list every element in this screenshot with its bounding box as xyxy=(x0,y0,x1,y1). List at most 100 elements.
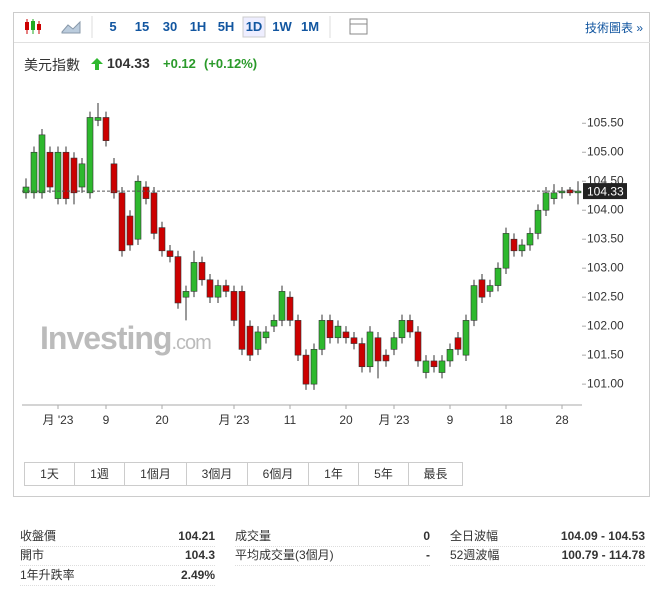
selected-interval xyxy=(242,16,266,38)
stat-value: 104.09 - 104.53 xyxy=(560,529,645,543)
candle-body xyxy=(230,291,238,321)
candle-body xyxy=(134,180,142,240)
price: 104.33 xyxy=(107,55,150,71)
stat-label: 1年升跌率 xyxy=(20,568,75,582)
interval-button[interactable]: 1H xyxy=(189,19,207,34)
y-tick-label: 103.00 xyxy=(587,260,624,274)
divider xyxy=(14,42,650,43)
candle-body xyxy=(62,151,70,199)
candle-body xyxy=(174,256,182,304)
x-tick-label: 月 '23 xyxy=(43,413,74,427)
candle-body xyxy=(86,117,94,194)
candle-body xyxy=(38,134,46,194)
interval-button[interactable]: 5H xyxy=(217,19,235,34)
up-arrow xyxy=(91,58,103,70)
candle-body xyxy=(206,279,214,298)
candle-body xyxy=(358,343,366,368)
stat-label: 成交量 xyxy=(235,529,272,543)
y-tick-label: 102.00 xyxy=(587,318,624,332)
candle-body xyxy=(350,337,358,344)
stat-row: 成交量 0 xyxy=(235,527,430,547)
candle-body xyxy=(126,215,134,246)
x-tick-label: 28 xyxy=(555,413,569,427)
chart: 101.00 101.50 102.00 102.50 103.00 103.50 104.… xyxy=(22,102,627,427)
candle-body xyxy=(150,192,158,234)
range-button[interactable]: 1年 xyxy=(308,462,359,486)
candle-body xyxy=(246,325,254,356)
interval-button[interactable]: 5 xyxy=(109,19,117,34)
candle-body xyxy=(334,325,342,339)
stat-value: 100.79 - 114.78 xyxy=(561,548,645,562)
tech-chart-link[interactable]: 技術圖表 » xyxy=(584,21,643,35)
stat-value: 2.49% xyxy=(180,568,215,582)
candle-body xyxy=(382,354,390,362)
candle-body xyxy=(54,151,62,199)
y-tick-label: 103.50 xyxy=(587,231,624,245)
candle-body xyxy=(398,320,406,339)
range-button[interactable]: 1天 xyxy=(24,462,75,486)
stat-value: 104.3 xyxy=(184,548,215,562)
candle-body xyxy=(310,349,318,385)
stat-label: 開市 xyxy=(20,548,45,562)
candle-body xyxy=(318,320,326,350)
candle-body xyxy=(118,192,126,252)
candle-body xyxy=(222,285,230,292)
stat-value: 0 xyxy=(423,529,430,543)
candle-body xyxy=(110,163,118,194)
candle-body xyxy=(294,320,302,356)
candle-body xyxy=(502,233,510,269)
stat-label: 平均成交量(3個月) xyxy=(235,548,334,562)
interval-button[interactable]: 30 xyxy=(162,19,178,34)
toolbar-icons xyxy=(25,16,368,38)
interval-button[interactable]: 1M xyxy=(300,19,320,34)
candle-body xyxy=(142,186,150,199)
candle-body xyxy=(494,267,502,286)
candle-icon[interactable] xyxy=(25,19,41,34)
candle-body xyxy=(22,186,30,194)
candle-body xyxy=(414,331,422,362)
candle-body xyxy=(374,337,382,362)
candle-body xyxy=(70,157,78,194)
range-button[interactable]: 1個月 xyxy=(124,462,187,486)
candle-body xyxy=(406,320,414,333)
candle-body xyxy=(550,192,558,199)
x-tick-label: 11 xyxy=(284,413,297,427)
stat-label: 52週波幅 xyxy=(450,548,500,562)
y-tick-label: 102.50 xyxy=(587,289,624,303)
range-button[interactable]: 6個月 xyxy=(247,462,309,486)
line-icon[interactable] xyxy=(61,20,81,34)
range-button[interactable]: 5年 xyxy=(358,462,409,486)
interval-button[interactable]: 1W xyxy=(272,19,292,34)
candle-body xyxy=(198,262,206,281)
range-button[interactable]: 1週 xyxy=(74,462,125,486)
stat-row: 收盤價 104.21 xyxy=(20,527,215,547)
range-button[interactable]: 3個月 xyxy=(186,462,248,486)
stat-row: 平均成交量(3個月) - xyxy=(235,546,430,566)
candle-body xyxy=(478,279,486,298)
candle-body xyxy=(390,337,398,350)
candle-body xyxy=(30,151,38,194)
candle-body xyxy=(166,250,174,257)
stat-row: 全日波幅 104.09 - 104.53 xyxy=(450,527,645,547)
stat-row: 1年升跌率 2.49% xyxy=(20,566,215,586)
candle-body xyxy=(454,337,462,350)
candle-body xyxy=(526,233,534,246)
interval-button[interactable]: 15 xyxy=(134,19,150,34)
candle-body xyxy=(486,285,494,292)
candle-body xyxy=(214,285,222,298)
change: +0.12 xyxy=(163,56,196,71)
candle-body xyxy=(254,331,262,350)
x-tick-label: 9 xyxy=(103,413,110,427)
interval-button[interactable]: 1D xyxy=(245,19,263,34)
candle-body xyxy=(446,349,454,362)
range-button[interactable]: 最長 xyxy=(408,462,463,486)
x-tick-label: 月 '23 xyxy=(219,413,250,427)
widget xyxy=(13,12,650,497)
watermark-suffix: .com xyxy=(171,332,211,354)
table-icon[interactable] xyxy=(349,18,368,35)
y-tick-label: 101.50 xyxy=(587,347,624,361)
candle-body xyxy=(278,291,286,321)
candle-body xyxy=(470,285,478,321)
candle-body xyxy=(342,331,350,339)
